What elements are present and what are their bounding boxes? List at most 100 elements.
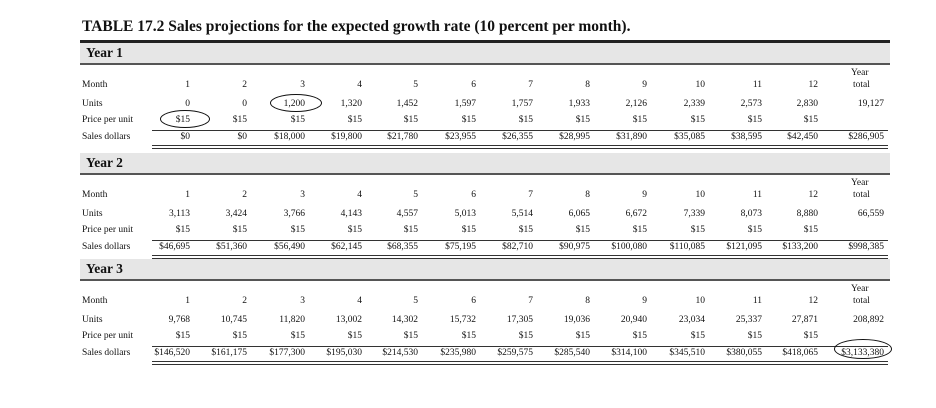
cell-sales: $46,695 [159,242,190,252]
table-title: TABLE 17.2 Sales projections for the exp… [82,18,631,35]
cell-price: $15 [347,115,362,125]
cell-months: 2 [242,80,247,90]
row-label-sales: Sales dollars [82,348,131,358]
sum-rule [152,240,888,241]
cell-months: 6 [471,190,476,200]
cell-sales: $28,995 [559,132,590,142]
row-label-month: Month [82,296,108,306]
cell-units: 1,757 [511,99,533,109]
cell-sales: $75,195 [445,242,476,252]
cell-sales: $51,360 [216,242,247,252]
cell-units: 4,143 [340,209,362,219]
cell-price: $15 [690,331,705,341]
row-label-month: Month [82,190,108,200]
cell-units: 2,573 [740,99,762,109]
cell-units: 8,880 [796,209,818,219]
cell-sales: $0 [237,132,248,142]
cell-price: $15 [461,331,476,341]
cell-months: 8 [585,296,590,306]
sum-rule [152,130,888,131]
circle-annotation [834,339,892,359]
cell-units: 27,871 [791,315,818,325]
cell-sales: $133,200 [782,242,818,252]
cell-months: 1 [185,80,190,90]
double-rule [152,361,888,365]
cell-sales: $100,080 [611,242,647,252]
cell-sales: $35,085 [674,132,705,142]
cell-units: 15,732 [449,315,476,325]
cell-sales: $121,095 [726,242,762,252]
cell-sales: $38,595 [731,132,762,142]
cell-price: $15 [803,331,818,341]
cell-units: 6,065 [568,209,590,219]
cell-units: 3,766 [283,209,305,219]
cell-price: $15 [747,331,762,341]
top-rule [80,40,890,43]
cell-units: 1,933 [568,99,590,109]
cell-months: 9 [642,296,647,306]
cell-sales: $19,800 [331,132,362,142]
cell-units: 25,337 [735,315,762,325]
cell-sales: $146,520 [154,348,190,358]
cell-price: $15 [403,331,418,341]
cell-months: 1 [185,296,190,306]
cell-price: $15 [232,225,247,235]
cell-months: 3 [300,296,305,306]
cell-price: $15 [175,331,190,341]
cell-units: 17,305 [506,315,533,325]
cell-price: $15 [347,331,362,341]
cell-units: 5,013 [454,209,476,219]
year-total-header: total [853,80,870,90]
year-header: Year 1 [80,43,890,65]
cell-price: $15 [632,225,647,235]
sales-total: $998,385 [848,242,884,252]
cell-months: 12 [808,296,819,306]
cell-price: $15 [347,225,362,235]
year-total-header: total [853,190,870,200]
cell-sales: $259,575 [497,348,533,358]
cell-months: 2 [242,190,247,200]
cell-months: 11 [752,296,762,306]
row-label-sales: Sales dollars [82,132,131,142]
cell-price: $15 [518,331,533,341]
cell-sales: $18,000 [274,132,305,142]
units-total: 208,892 [853,315,884,325]
cell-months: 9 [642,190,647,200]
year-label: Year 2 [86,155,123,170]
cell-units: 9,768 [168,315,190,325]
cell-sales: $418,065 [782,348,818,358]
cell-sales: $21,780 [387,132,418,142]
cell-sales: $235,980 [440,348,476,358]
row-label-price: Price per unit [82,331,134,341]
cell-price: $15 [575,225,590,235]
cell-units: 2,339 [683,99,705,109]
cell-units: 7,339 [683,209,705,219]
year-total-header: Year [851,68,869,78]
cell-units: 10,745 [220,315,247,325]
cell-units: 8,073 [740,209,762,219]
cell-units: 19,036 [563,315,590,325]
cell-months: 8 [585,80,590,90]
year-total-header: Year [851,284,869,294]
cell-months: 5 [413,296,418,306]
cell-units: 5,514 [511,209,533,219]
cell-units: 1,597 [454,99,476,109]
cell-units: 20,940 [620,315,647,325]
cell-price: $15 [232,331,247,341]
cell-months: 7 [528,190,533,200]
cell-months: 12 [808,190,819,200]
cell-price: $15 [403,115,418,125]
cell-sales: $90,975 [559,242,590,252]
cell-price: $15 [747,225,762,235]
cell-months: 2 [242,296,247,306]
cell-months: 1 [185,190,190,200]
cell-price: $15 [632,115,647,125]
year-total-header: total [853,296,870,306]
cell-months: 3 [300,80,305,90]
row-label-price: Price per unit [82,225,134,235]
cell-sales: $380,055 [726,348,762,358]
year-label: Year 1 [86,45,123,60]
cell-price: $15 [290,225,305,235]
cell-price: $15 [175,225,190,235]
